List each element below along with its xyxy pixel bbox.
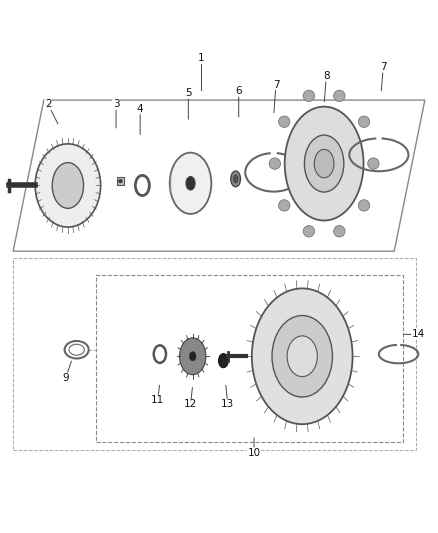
Ellipse shape [180,338,206,375]
Ellipse shape [219,354,228,368]
Circle shape [358,200,370,211]
Ellipse shape [35,144,101,227]
Ellipse shape [304,135,344,192]
Text: 11: 11 [151,395,164,405]
Ellipse shape [285,107,364,221]
Ellipse shape [119,179,122,183]
Text: 5: 5 [185,88,192,99]
Circle shape [303,225,314,237]
Ellipse shape [170,152,212,214]
Text: 10: 10 [247,448,261,458]
Ellipse shape [314,149,334,178]
Text: 13: 13 [221,399,234,409]
Text: 4: 4 [137,104,144,114]
Text: 14: 14 [412,329,425,340]
Ellipse shape [272,316,332,397]
Ellipse shape [252,288,353,424]
Ellipse shape [231,171,240,187]
Text: 12: 12 [184,399,197,409]
Circle shape [279,116,290,127]
Text: 2: 2 [45,100,52,109]
Text: 3: 3 [113,100,120,109]
Polygon shape [117,177,124,185]
Text: 7: 7 [272,80,279,90]
Text: 6: 6 [235,86,242,96]
Text: 1: 1 [198,53,205,63]
Circle shape [368,158,379,169]
Ellipse shape [186,176,195,190]
Text: 7: 7 [380,62,387,72]
Text: 8: 8 [323,71,330,81]
Ellipse shape [233,175,238,183]
Circle shape [358,116,370,127]
Circle shape [334,90,345,102]
Ellipse shape [189,352,196,361]
Circle shape [279,200,290,211]
Ellipse shape [287,336,317,377]
Circle shape [303,90,314,102]
Text: 9: 9 [62,373,69,383]
Ellipse shape [52,163,84,208]
Circle shape [334,225,345,237]
Circle shape [269,158,280,169]
